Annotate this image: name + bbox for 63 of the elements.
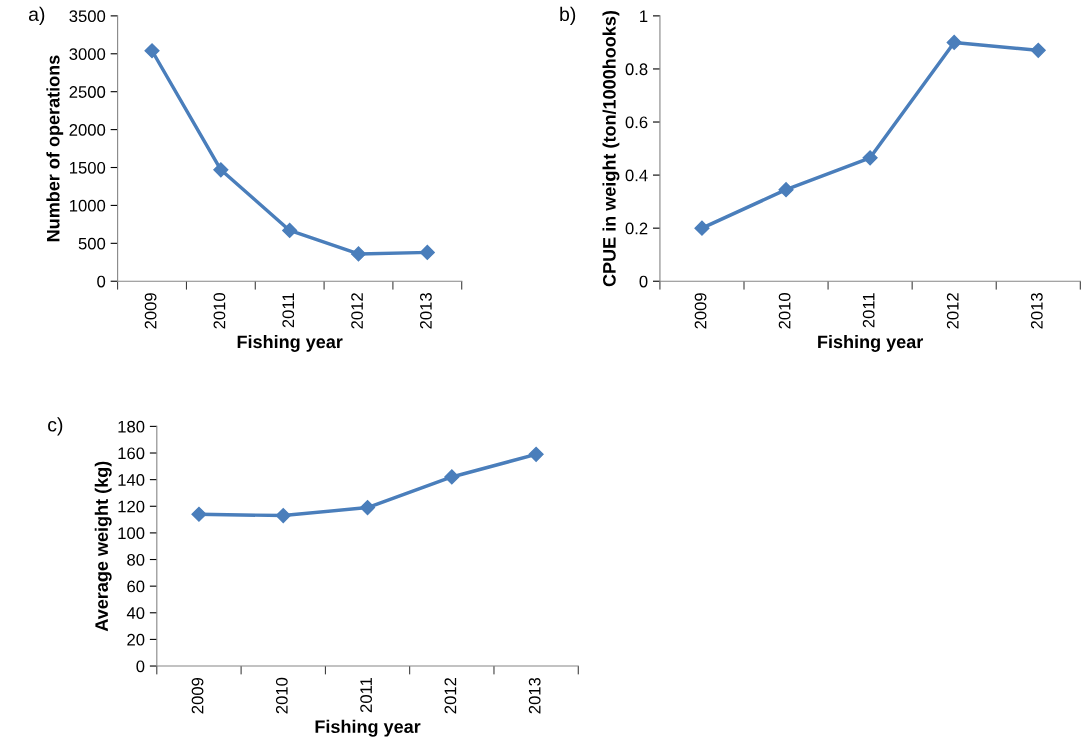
point	[528, 446, 544, 462]
point	[444, 469, 460, 485]
y-tick-label: 0.4	[625, 169, 648, 182]
y-tick-label: 2000	[69, 124, 106, 136]
y-tick-label: 2500	[69, 86, 106, 98]
x-tick-label: 2012	[444, 677, 457, 714]
y-tick-label: 20	[127, 633, 145, 646]
y-tick-label: 0	[136, 660, 145, 673]
point	[282, 222, 298, 239]
point	[191, 506, 207, 522]
x-tick-label: 2012	[946, 293, 959, 329]
y-axis-title: Average weight (kg)	[94, 461, 112, 632]
x-tick-label: 2011	[360, 677, 373, 713]
point	[1030, 42, 1046, 58]
x-tick-label: 2013	[420, 293, 432, 329]
y-tick-label: 0	[639, 275, 648, 288]
y-tick-label: 0.8	[625, 63, 648, 76]
x-axis-title: Fishing year	[237, 334, 343, 352]
x-tick-label: 2009	[144, 293, 157, 329]
x-tick-label: 2013	[528, 677, 541, 714]
y-tick-label: 60	[127, 580, 145, 593]
y-tick-label: 500	[78, 237, 106, 250]
y-tick-label: 0	[97, 275, 106, 288]
point	[419, 244, 435, 260]
y-axis-title: CPUE in weight (ton/1000hooks)	[602, 11, 620, 287]
x-tick-label: 2010	[213, 292, 226, 329]
point	[694, 220, 710, 236]
point	[213, 162, 229, 178]
y-tick-label: 100	[118, 527, 145, 540]
y-tick-label: 80	[127, 553, 145, 566]
text: b)	[560, 6, 576, 25]
point	[144, 43, 160, 59]
x-tick-label: 2010	[778, 292, 791, 329]
point	[946, 34, 962, 50]
point	[862, 150, 878, 166]
x-tick-label: 2009	[694, 293, 707, 329]
x-tick-label: 2012	[351, 293, 363, 329]
text: c)	[48, 417, 63, 436]
x-tick-label: 2010	[275, 677, 288, 714]
y-tick-label: 160	[118, 447, 145, 460]
point	[359, 500, 376, 516]
x-tick-label: 2011	[282, 293, 295, 328]
x-tick-label: 2009	[191, 677, 204, 714]
y-tick-label: 3500	[69, 10, 106, 23]
y-tick-label: 120	[118, 500, 145, 513]
y-tick-label: 1	[640, 10, 648, 22]
y-tick-label: 40	[126, 607, 145, 619]
x-axis-title: Fishing year	[818, 334, 924, 352]
y-axis-title: Number of operations	[46, 55, 64, 242]
y-tick-label: 140	[118, 474, 145, 486]
x-tick-label: 2013	[1030, 293, 1043, 329]
y-tick-label: 0.2	[625, 222, 648, 235]
point	[275, 508, 291, 524]
x-tick-label: 2011	[862, 293, 875, 328]
x-axis-title: Fishing year	[315, 719, 421, 737]
text: a)	[28, 6, 45, 25]
y-tick-label: 0.6	[625, 116, 648, 129]
point	[350, 246, 367, 262]
y-tick-label: 1500	[70, 161, 106, 174]
y-tick-label: 3000	[69, 48, 106, 60]
y-tick-label: 1000	[70, 199, 106, 212]
point	[778, 182, 794, 198]
y-tick-label: 180	[118, 420, 145, 433]
